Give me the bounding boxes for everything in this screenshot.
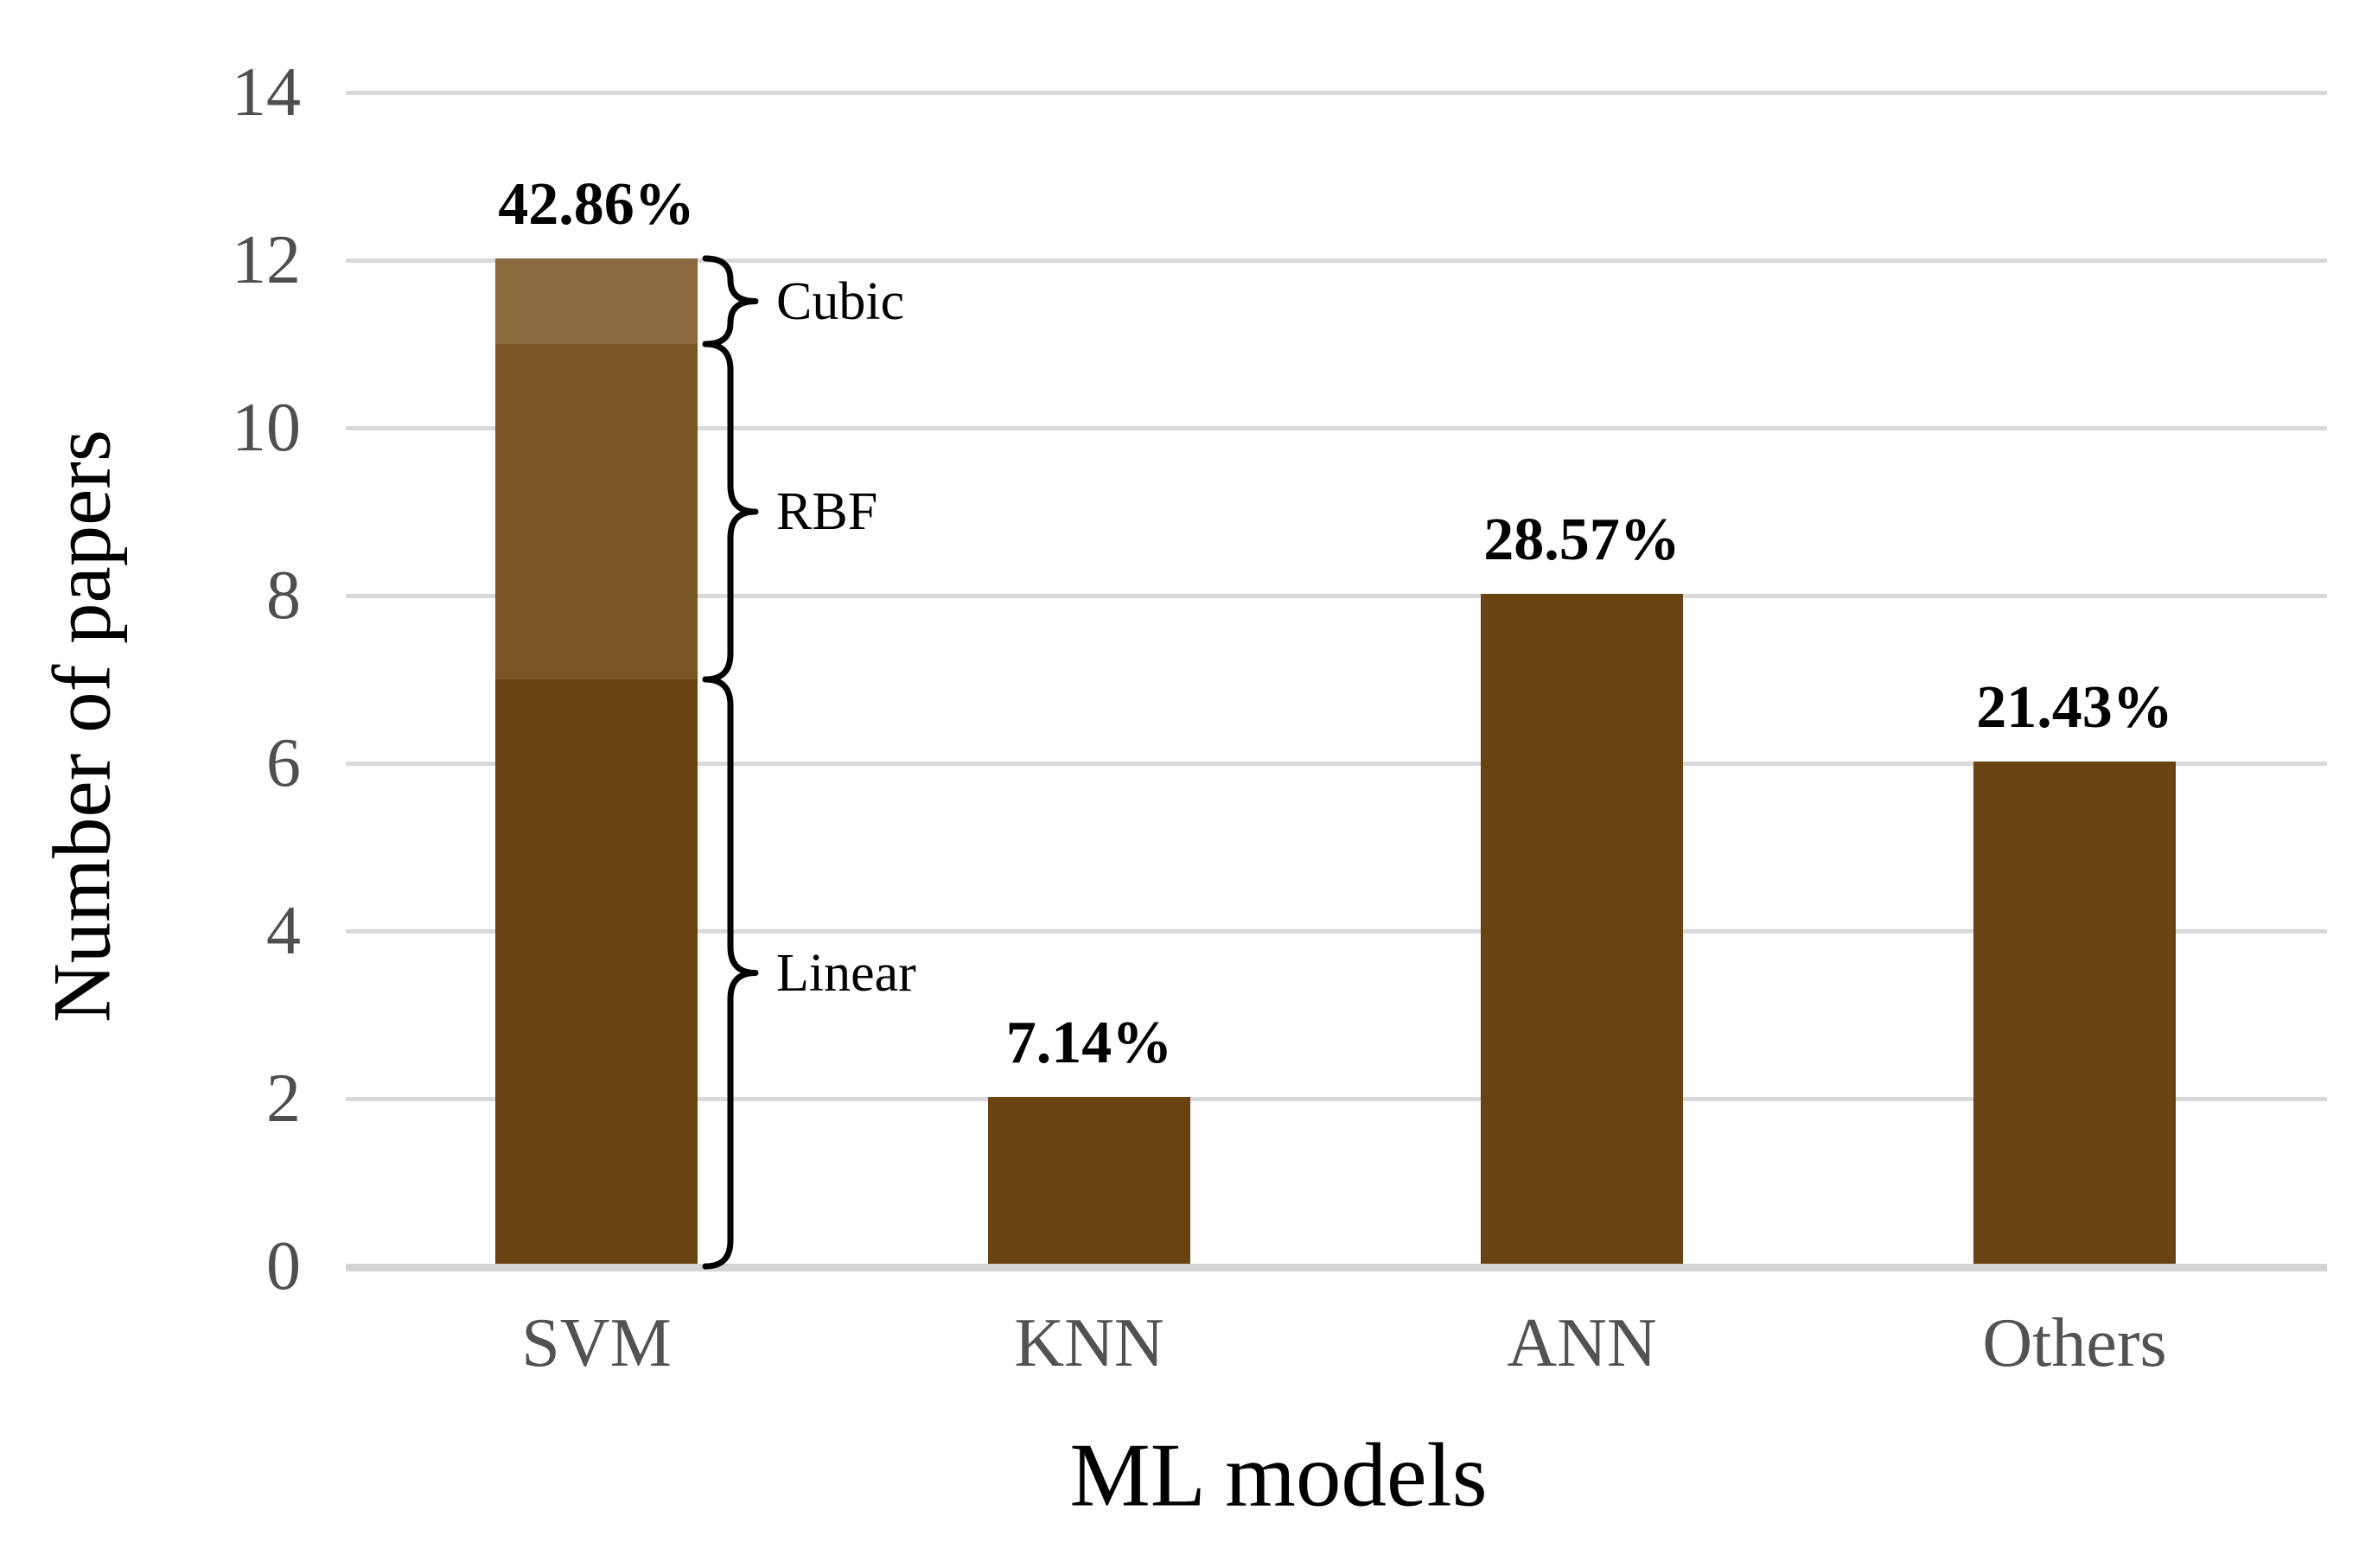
x-category-label: SVM: [521, 1305, 672, 1381]
gridline: [346, 1097, 2327, 1101]
bar-segment-rbf: [495, 344, 698, 679]
x-category-label: KNN: [1014, 1305, 1164, 1381]
x-axis-baseline: [346, 1264, 2327, 1272]
brace-linear: [702, 676, 759, 1270]
bar-value-label: 7.14%: [1005, 1010, 1173, 1076]
bar-value-label: 28.57%: [1483, 507, 1680, 573]
y-tick-label: 10: [232, 390, 301, 466]
segment-label-rbf: RBF: [776, 482, 878, 541]
y-tick-label: 6: [266, 725, 301, 801]
x-axis-title: ML models: [1069, 1424, 1488, 1526]
y-tick-label: 2: [266, 1061, 301, 1137]
segment-label-linear: Linear: [776, 943, 916, 1003]
y-tick-label: 12: [232, 222, 301, 298]
gridline: [346, 594, 2327, 598]
x-category-label: ANN: [1507, 1305, 1657, 1381]
gridline: [346, 258, 2327, 263]
segment-label-cubic: Cubic: [776, 271, 905, 331]
gridline: [346, 91, 2327, 95]
gridline: [346, 762, 2327, 766]
brace-cubic: [702, 255, 759, 347]
gridline: [346, 426, 2327, 430]
bar-knn: [988, 1097, 1190, 1264]
x-category-label: Others: [1982, 1305, 2167, 1381]
y-tick-label: 14: [232, 54, 301, 131]
y-tick-label: 0: [266, 1228, 301, 1304]
y-tick-label: 8: [266, 558, 301, 634]
gridline: [346, 929, 2327, 934]
bar-segment-cubic: [495, 258, 698, 344]
bar-value-label: 42.86%: [498, 171, 695, 238]
brace-rbf: [702, 341, 759, 683]
bar-segment-linear: [495, 679, 698, 1264]
bar-value-label: 21.43%: [1976, 674, 2173, 741]
y-tick-label: 4: [266, 893, 301, 969]
bar-ann: [1481, 594, 1683, 1264]
bar-others: [1973, 762, 2176, 1264]
